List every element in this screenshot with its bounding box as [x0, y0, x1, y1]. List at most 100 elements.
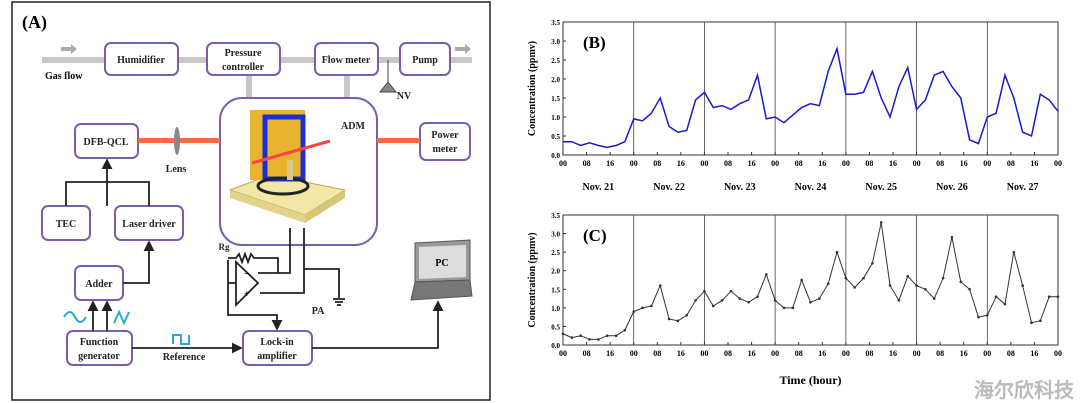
- data-point: [756, 295, 759, 299]
- data-point: [897, 299, 901, 302]
- data-point: [570, 336, 574, 339]
- data-point: [871, 261, 874, 265]
- data-point: [879, 221, 883, 224]
- data-point: [888, 284, 892, 287]
- x-tick-label: 08: [583, 159, 591, 168]
- meter-label: meter: [433, 144, 459, 155]
- x-tick-label: 00: [913, 349, 921, 358]
- x-tick-label: 16: [818, 349, 826, 358]
- opamp-plus: +: [244, 289, 250, 300]
- data-point: [579, 334, 582, 338]
- data-point: [773, 299, 777, 302]
- x-tick-label: 16: [818, 159, 826, 168]
- x-tick-label: 00: [559, 349, 567, 358]
- data-point: [924, 287, 927, 291]
- x-tick-label: 00: [559, 159, 567, 168]
- flow-meter-label: Flow meter: [322, 55, 371, 66]
- wiring: [65, 158, 444, 354]
- x-tick-label: 00: [1054, 349, 1062, 358]
- y-tick-label: 0.0: [551, 342, 560, 350]
- data-point: [782, 306, 786, 310]
- x-tick-label: 00: [842, 159, 850, 168]
- data-point: [1047, 295, 1051, 299]
- data-point: [1030, 321, 1033, 325]
- x-tick-label: 00: [771, 159, 779, 168]
- data-point: [968, 287, 971, 291]
- x-tick-label: 16: [1030, 349, 1038, 358]
- day-label: Nov. 26: [936, 182, 968, 193]
- data-point: [765, 273, 768, 276]
- flow-meter-box: [314, 42, 379, 76]
- x-tick-label: 16: [748, 349, 756, 358]
- x-tick-label: 08: [583, 349, 591, 358]
- data-point: [1039, 319, 1042, 323]
- x-tick-label: 00: [771, 349, 779, 358]
- data-point: [932, 297, 936, 300]
- data-point: [641, 306, 644, 310]
- y-tick-label: 3.0: [551, 231, 560, 239]
- x-tick-label: 08: [653, 159, 661, 168]
- x-tick-label: 08: [724, 349, 732, 358]
- gas-flow-label: Gas flow: [45, 71, 83, 82]
- x-tick-label: 08: [795, 159, 803, 168]
- adm-label: ADM: [341, 121, 365, 132]
- data-point: [588, 338, 591, 341]
- data-point: [906, 274, 910, 278]
- panel-a-frame: [11, 1, 491, 401]
- pc-label: PC: [435, 258, 448, 269]
- pressure-controller-box: [206, 42, 281, 76]
- adder-label: Adder: [85, 279, 113, 290]
- data-point: [685, 313, 689, 317]
- y-tick-label: 0.0: [551, 152, 560, 160]
- x-tick-label: 08: [865, 349, 873, 358]
- power-label: Power: [431, 130, 459, 141]
- x-tick-label: 08: [724, 159, 732, 168]
- data-point: [711, 304, 715, 308]
- opamp-minus: −: [244, 269, 250, 280]
- x-tick-label: 08: [1007, 159, 1015, 168]
- y-tick-label: 1.0: [551, 114, 560, 122]
- data-point: [623, 328, 627, 332]
- x-tick-label: 16: [1030, 159, 1038, 168]
- x-tick-label: 16: [606, 349, 614, 358]
- chart-c: 0.0 0.5 1.0 1.5 2.0 2.5 3.0 3.5 00 08 16 00 08 16 00 08…: [527, 212, 1062, 387]
- laser-beam-out: [377, 138, 420, 143]
- data-point: [835, 250, 839, 254]
- data-point: [694, 299, 697, 302]
- x-tick-label: 08: [795, 349, 803, 358]
- pipe-to-adm-2: [344, 75, 350, 100]
- data-point: [667, 317, 671, 321]
- data-point: [561, 332, 565, 336]
- data-point: [818, 297, 821, 300]
- x-tick-label: 08: [865, 159, 873, 168]
- amplifier-label: amplifier: [257, 351, 297, 362]
- x-tick-label: 00: [983, 159, 991, 168]
- y-tick-label: 3.5: [551, 19, 560, 27]
- data-point: [605, 334, 609, 338]
- x-tick-label: 08: [936, 159, 944, 168]
- data-point: [720, 299, 724, 302]
- y-axis-label: Concentration (ppmv): [527, 41, 538, 136]
- x-tick-label: 16: [677, 159, 685, 168]
- data-point: [994, 295, 998, 299]
- laser-driver-label: Laser driver: [122, 219, 176, 230]
- x-tick-label: 00: [700, 159, 708, 168]
- data-point: [977, 315, 980, 319]
- data-point: [650, 304, 653, 308]
- data-point: [941, 276, 945, 280]
- x-tick-label: 16: [960, 349, 968, 358]
- x-tick-label: 00: [1054, 159, 1062, 168]
- data-point: [729, 289, 733, 293]
- y-tick-label: 2.5: [551, 57, 560, 65]
- lock-in-label: Lock-in: [260, 337, 294, 348]
- triangle-wave-icon: [113, 309, 130, 326]
- series-line: [563, 45, 1059, 149]
- x-tick-label: 00: [983, 349, 991, 358]
- pump-label: Pump: [412, 55, 438, 66]
- humidifier-box: [104, 42, 179, 76]
- x-tick-label: 16: [889, 159, 897, 168]
- x-tick-label: 08: [936, 349, 944, 358]
- sine-wave-icon: [63, 311, 87, 323]
- data-point: [676, 319, 680, 323]
